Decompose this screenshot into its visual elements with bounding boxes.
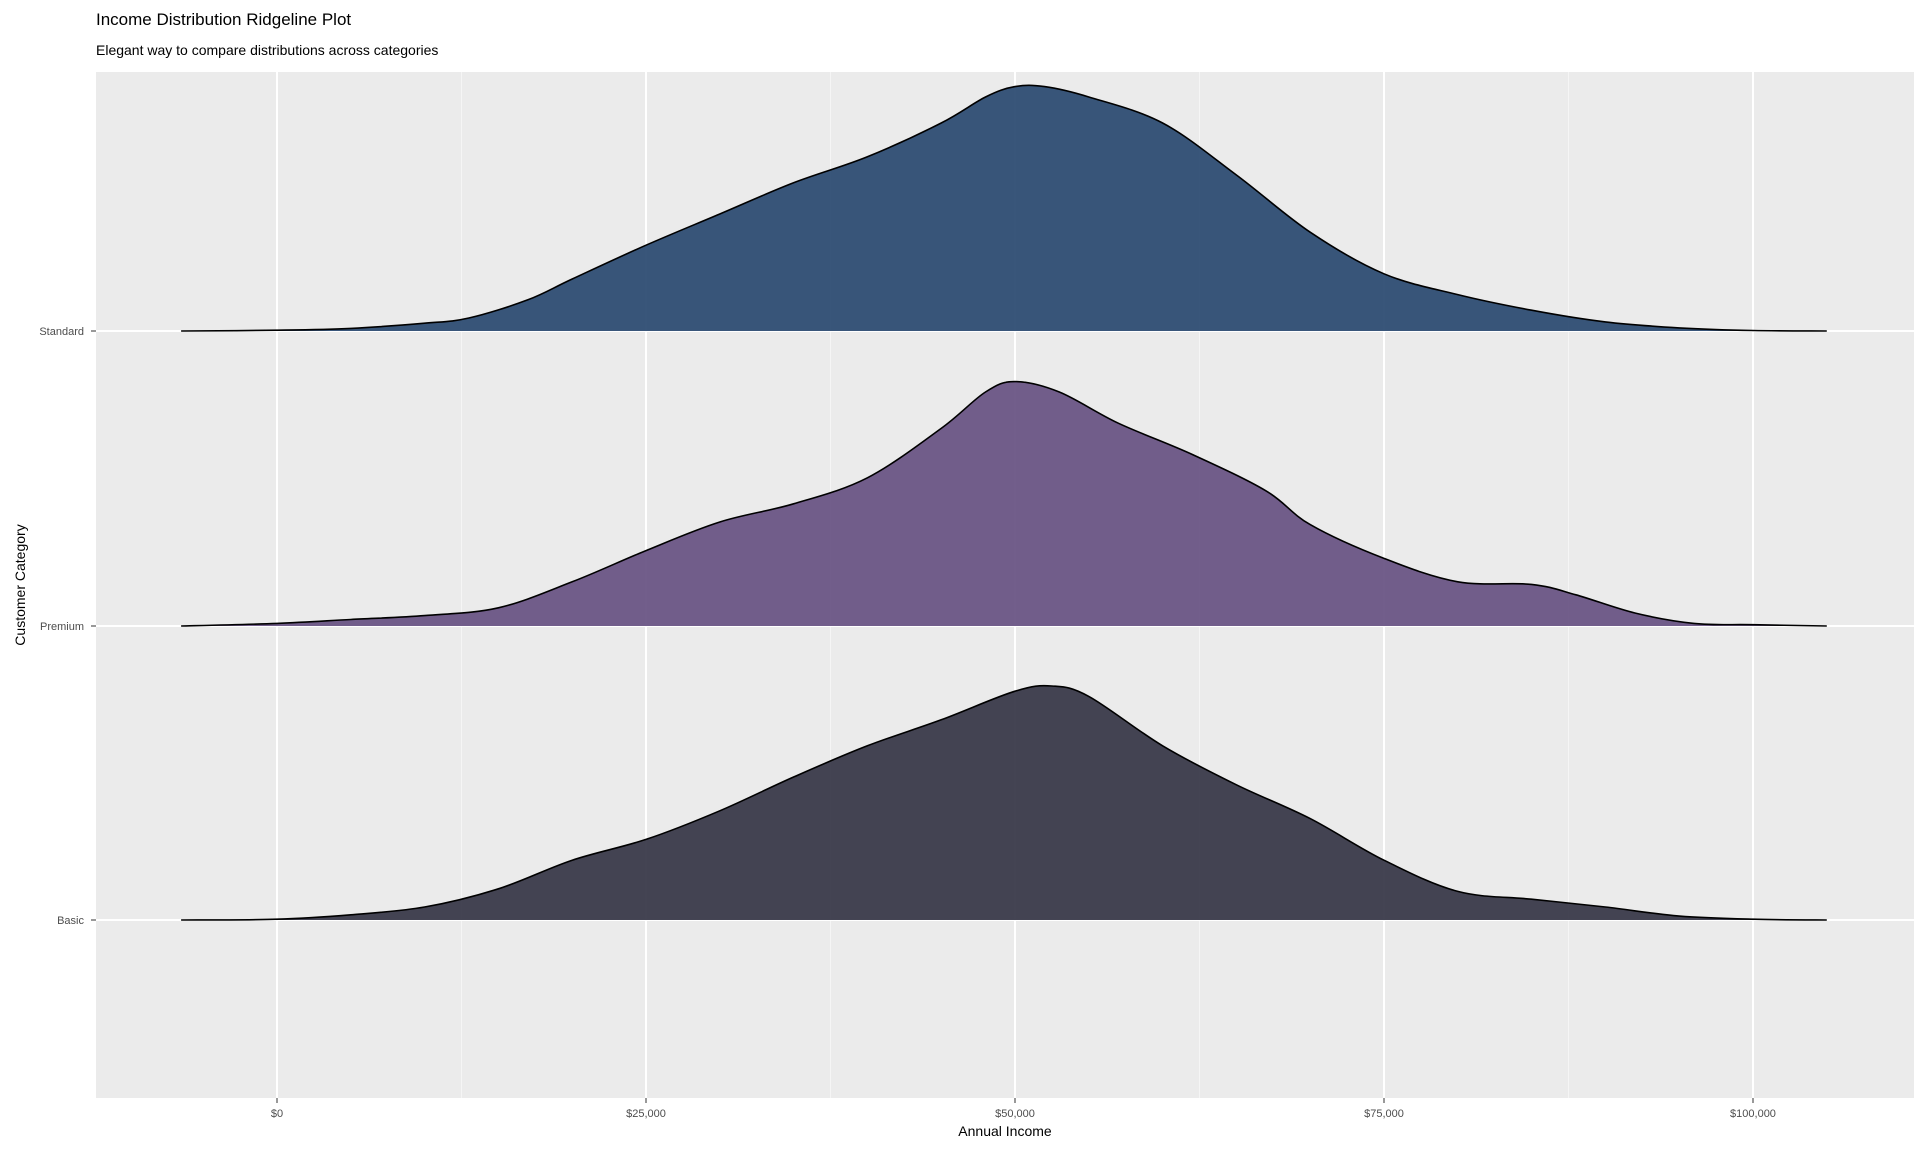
chart-subtitle: Elegant way to compare distributions acr… [96, 42, 439, 58]
x-tick-label: $75,000 [1364, 1108, 1404, 1120]
x-tick-label: $25,000 [626, 1108, 666, 1120]
axes: $0 $25,000 $50,000 $75,000 $100,000 Basic Prem… [39, 326, 1776, 1120]
ridge-area-basic [181, 685, 1827, 920]
chart-title: Income Distribution Ridgeline Plot [96, 10, 352, 29]
y-tick-label: Premium [40, 621, 84, 633]
ridge-area-premium [181, 381, 1827, 626]
x-axis-title: Annual Income [958, 1123, 1052, 1139]
ridge-line-premium [181, 380, 1827, 627]
x-tick-label: $100,000 [1730, 1108, 1776, 1120]
ridge-line-standard [181, 84, 1827, 332]
x-tick-label: $0 [271, 1108, 283, 1120]
x-tick-label: $50,000 [995, 1108, 1035, 1120]
ridge-line-basic [181, 684, 1827, 921]
ridges [181, 84, 1827, 921]
y-axis-title: Customer Category [12, 524, 28, 645]
y-tick-label: Basic [57, 915, 84, 927]
y-tick-label: Standard [39, 326, 84, 338]
